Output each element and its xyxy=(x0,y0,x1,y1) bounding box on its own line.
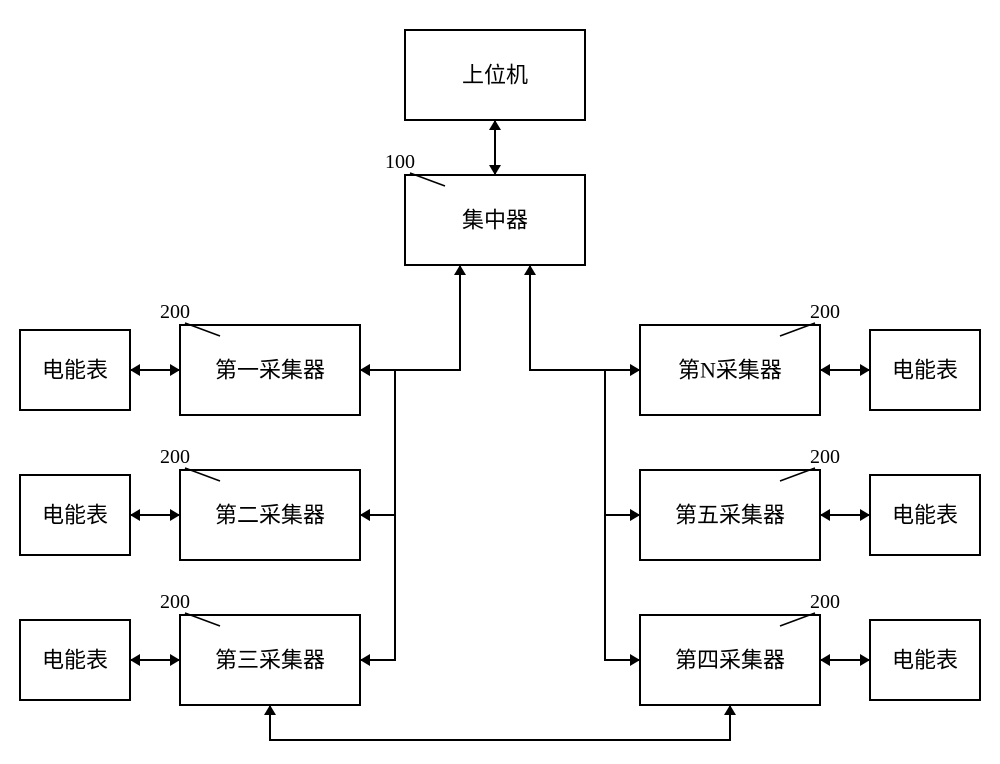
node-meterR2: 电能表 xyxy=(870,475,980,555)
diagram-canvas: 上位机集中器 100 第一采集器 200 第二采集器 200 第三采集器 200 第N采集器 20… xyxy=(0,0,1000,764)
connector xyxy=(605,509,640,666)
node-concentrator: 集中器 100 xyxy=(385,151,585,265)
node-col1: 第一采集器 200 xyxy=(160,301,360,415)
node-label: 电能表 xyxy=(42,358,108,383)
node-label: 第N采集器 xyxy=(678,358,782,383)
connector xyxy=(360,509,395,666)
node-label: 电能表 xyxy=(42,503,108,528)
node-label: 第三采集器 xyxy=(215,648,325,673)
connector xyxy=(524,265,640,376)
connector xyxy=(264,705,736,740)
connector xyxy=(130,364,180,376)
node-col2: 第二采集器 200 xyxy=(160,446,360,560)
connector xyxy=(820,364,870,376)
connector xyxy=(820,509,870,521)
ref-label: 100 xyxy=(385,151,415,173)
node-colN: 第N采集器 200 xyxy=(640,301,840,415)
ref-label: 200 xyxy=(810,446,840,468)
ref-label: 200 xyxy=(810,591,840,613)
node-meterL1: 电能表 xyxy=(20,330,130,410)
connector xyxy=(489,120,501,175)
node-meterL2: 电能表 xyxy=(20,475,130,555)
node-label: 电能表 xyxy=(42,648,108,673)
node-col5: 第五采集器 200 xyxy=(640,446,840,560)
node-label: 第五采集器 xyxy=(675,503,785,528)
connector xyxy=(360,364,395,521)
node-label: 电能表 xyxy=(892,358,958,383)
node-meterL3: 电能表 xyxy=(20,620,130,700)
node-meterR3: 电能表 xyxy=(870,620,980,700)
node-label: 第四采集器 xyxy=(675,648,785,673)
node-label: 电能表 xyxy=(892,503,958,528)
ref-label: 200 xyxy=(160,446,190,468)
node-label: 电能表 xyxy=(892,648,958,673)
node-label: 上位机 xyxy=(462,63,528,88)
ref-label: 200 xyxy=(160,301,190,323)
node-col4: 第四采集器 200 xyxy=(640,591,840,705)
node-host: 上位机 xyxy=(405,30,585,120)
node-label: 第二采集器 xyxy=(215,503,325,528)
node-meterR1: 电能表 xyxy=(870,330,980,410)
connector xyxy=(130,654,180,666)
ref-label: 200 xyxy=(160,591,190,613)
connector xyxy=(820,654,870,666)
connector xyxy=(130,509,180,521)
node-label: 第一采集器 xyxy=(215,358,325,383)
connector xyxy=(605,364,640,521)
node-label: 集中器 xyxy=(462,208,528,233)
connector xyxy=(360,265,466,376)
node-col3: 第三采集器 200 xyxy=(160,591,360,705)
ref-label: 200 xyxy=(810,301,840,323)
